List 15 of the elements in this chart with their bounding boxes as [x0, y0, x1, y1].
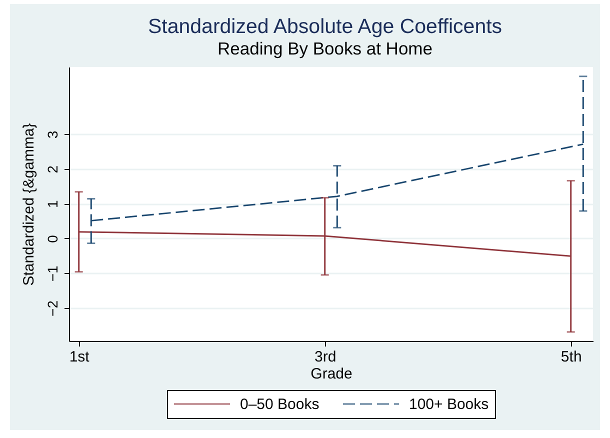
legend-label: 0–50 Books: [240, 396, 320, 413]
y-tick-label: 2: [44, 165, 60, 174]
y-tick-label: 1: [44, 200, 60, 208]
x-tick-label: 3rd: [314, 348, 336, 366]
x-axis-title: Grade: [310, 366, 352, 382]
chart-subtitle: Reading By Books at Home: [218, 38, 432, 58]
y-tick-label: 0: [44, 234, 60, 243]
legend-label: 100+ Books: [409, 396, 489, 413]
x-tick-label: 1st: [69, 348, 90, 366]
chart-title: Standardized Absolute Age Coefficents: [148, 15, 502, 38]
y-tick-label: −2: [44, 300, 60, 316]
y-tick-label: −1: [44, 266, 60, 282]
x-tick-label: 5th: [560, 348, 582, 366]
y-axis-title: Standardized {&gamma}: [20, 123, 38, 286]
y-tick-label: 3: [44, 130, 60, 139]
